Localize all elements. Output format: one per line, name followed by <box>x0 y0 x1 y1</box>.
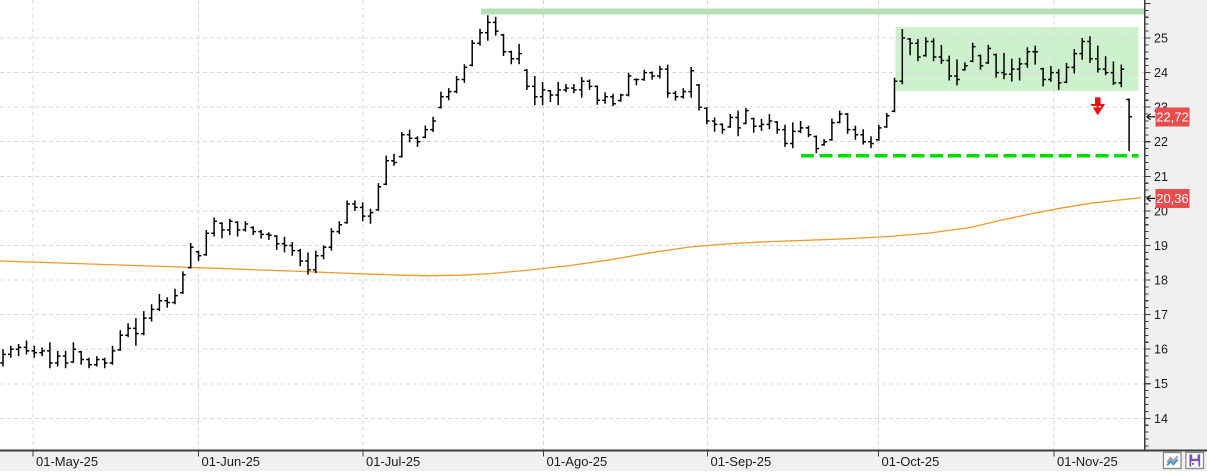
svg-text:01-May-25: 01-May-25 <box>36 454 98 469</box>
svg-text:16: 16 <box>1154 343 1168 357</box>
svg-text:01-Ago-25: 01-Ago-25 <box>547 454 608 469</box>
svg-text:01-Sep-25: 01-Sep-25 <box>711 454 772 469</box>
svg-text:01-Jul-25: 01-Jul-25 <box>366 454 420 469</box>
svg-text:20,36: 20,36 <box>1156 191 1189 206</box>
svg-text:24: 24 <box>1154 66 1168 80</box>
svg-text:21: 21 <box>1154 170 1168 184</box>
svg-text:15: 15 <box>1154 377 1168 391</box>
svg-text:14: 14 <box>1154 412 1168 426</box>
svg-text:19: 19 <box>1154 239 1168 253</box>
svg-text:01-Jun-25: 01-Jun-25 <box>202 454 261 469</box>
svg-text:01-Nov-25: 01-Nov-25 <box>1057 454 1118 469</box>
svg-text:17: 17 <box>1154 308 1168 322</box>
svg-text:25: 25 <box>1154 32 1168 46</box>
svg-text:22,72: 22,72 <box>1156 110 1189 125</box>
svg-text:01-Oct-25: 01-Oct-25 <box>882 454 940 469</box>
svg-text:18: 18 <box>1154 274 1168 288</box>
svg-text:22: 22 <box>1154 135 1168 149</box>
